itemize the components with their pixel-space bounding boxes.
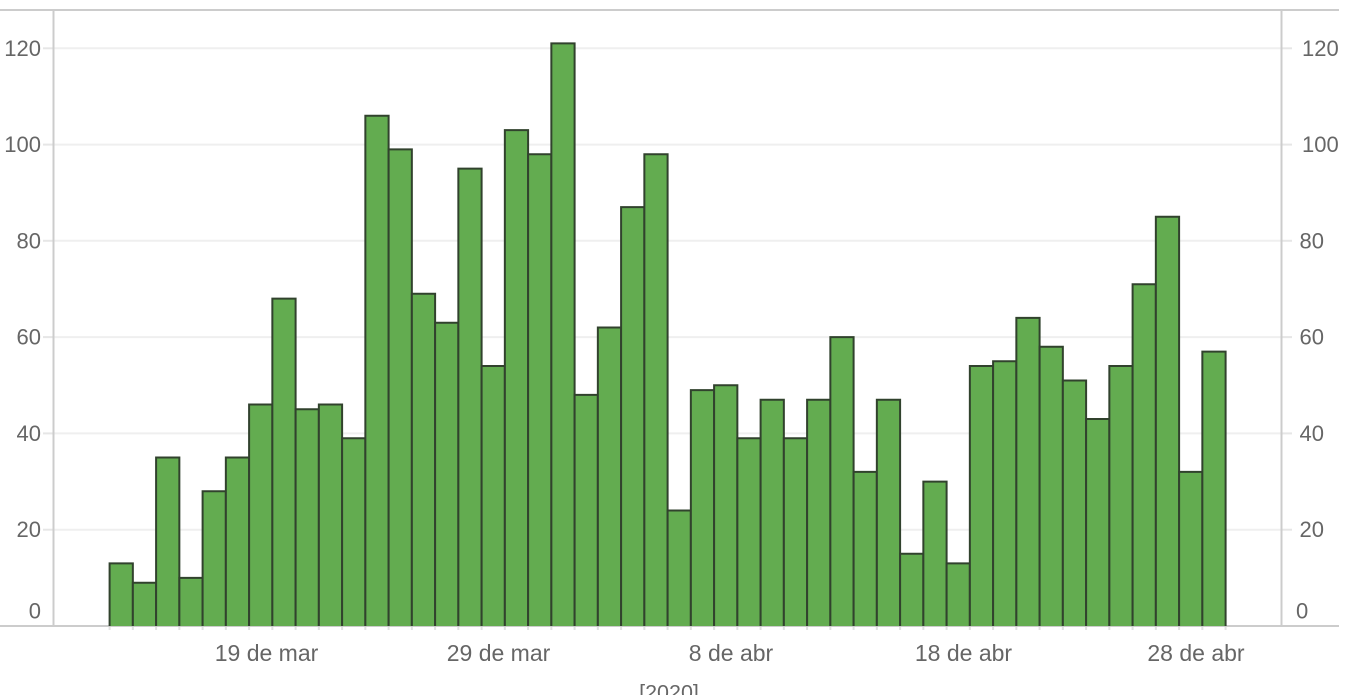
svg-text:120: 120 <box>1302 36 1339 61</box>
svg-text:0: 0 <box>29 598 41 623</box>
svg-text:0: 0 <box>1296 598 1308 623</box>
svg-text:60: 60 <box>1300 325 1324 350</box>
svg-text:100: 100 <box>4 132 41 157</box>
svg-text:40: 40 <box>17 421 41 446</box>
svg-text:29 de mar: 29 de mar <box>447 640 551 666</box>
svg-text:100: 100 <box>1302 132 1339 157</box>
svg-text:120: 120 <box>4 36 41 61</box>
svg-text:40: 40 <box>1300 421 1324 446</box>
svg-text:60: 60 <box>17 325 41 350</box>
svg-text:20: 20 <box>1300 517 1324 542</box>
svg-text:80: 80 <box>1300 228 1324 253</box>
svg-text:80: 80 <box>17 228 41 253</box>
svg-text:19 de mar: 19 de mar <box>215 640 319 666</box>
svg-text:8 de abr: 8 de abr <box>689 640 774 666</box>
svg-text:28 de abr: 28 de abr <box>1147 640 1245 666</box>
svg-text:18 de abr: 18 de abr <box>915 640 1013 666</box>
svg-text:[2020]: [2020] <box>639 681 699 695</box>
svg-text:20: 20 <box>17 517 41 542</box>
